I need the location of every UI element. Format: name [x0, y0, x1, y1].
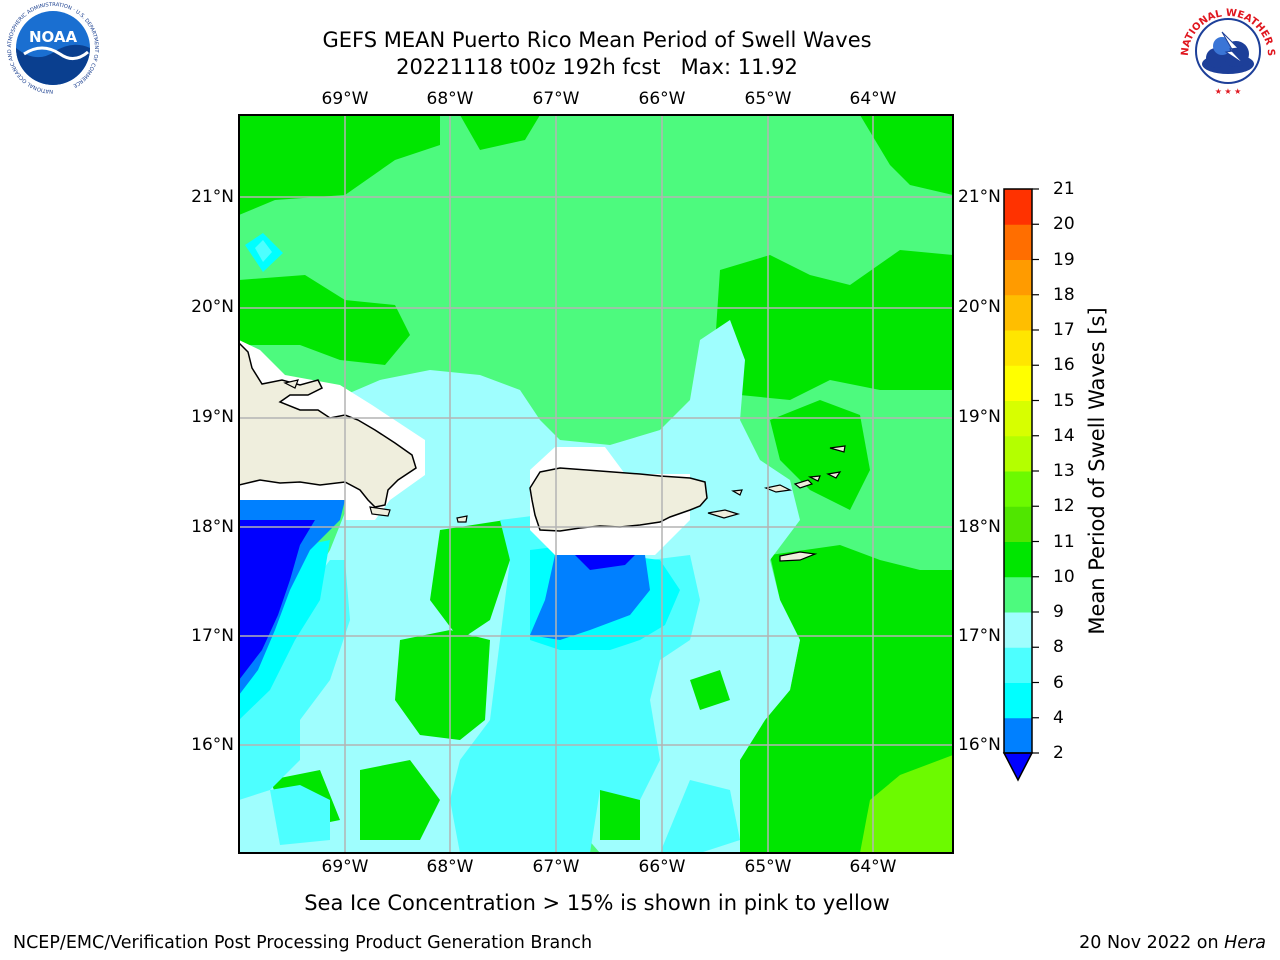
nws-logo: NATIONAL WEATHER SERVICE ★ ★ ★	[1174, 0, 1278, 102]
green-patch-nw	[239, 115, 440, 215]
swell-period-field	[239, 115, 953, 853]
colorbar-tick-label-19: 19	[1053, 249, 1075, 270]
lat-label-right-18n: 18°N	[958, 517, 1001, 537]
green-patch-ne-corner	[860, 115, 953, 195]
footer-host: Hera	[1224, 933, 1266, 953]
lon-label-top-68w: 68°W	[426, 89, 474, 109]
sea-ice-note: Sea Ice Concentration > 15% is shown in …	[304, 891, 890, 915]
map-title: GEFS MEAN Puerto Rico Mean Period of Swe…	[322, 28, 872, 52]
deep-blue-zone-w	[239, 520, 315, 680]
lon-label-bottom-69w: 69°W	[321, 857, 369, 877]
lat-label-right-19n: 19°N	[958, 407, 1001, 427]
lat-label-left-21n: 21°N	[191, 187, 234, 207]
aqua-zone-w	[239, 560, 350, 800]
lat-label-right-21n: 21°N	[958, 187, 1001, 207]
colorbar-band-12	[1004, 471, 1032, 507]
colorbar-band-6	[1004, 647, 1032, 683]
colorbar-band-4	[1004, 682, 1032, 719]
map-frame	[238, 114, 954, 854]
colorbar-band-17	[1004, 294, 1032, 331]
colorbar-tick-label-12: 12	[1053, 496, 1075, 517]
colorbar-tick-label-11: 11	[1053, 531, 1075, 552]
colorbar-tick-label-9: 9	[1053, 602, 1064, 622]
colorbar-band-10	[1004, 541, 1032, 578]
lon-label-top-67w: 67°W	[532, 89, 580, 109]
colorbar-band-11	[1004, 506, 1032, 542]
colorbar-tick-label-10: 10	[1053, 566, 1075, 587]
colorbar-band-14	[1004, 400, 1032, 437]
lat-label-left-20n: 20°N	[191, 297, 234, 317]
lat-label-right-17n: 17°N	[958, 626, 1001, 646]
lon-label-top-66w: 66°W	[638, 89, 686, 109]
green-patch-w	[239, 275, 410, 365]
yellow-green-zone	[860, 755, 953, 853]
lon-label-top-69w: 69°W	[321, 89, 369, 109]
lon-label-bottom-68w: 68°W	[426, 857, 474, 877]
lat-label-left-16n: 16°N	[191, 735, 234, 755]
lon-label-bottom-65w: 65°W	[744, 857, 792, 877]
lat-label-right-20n: 20°N	[958, 297, 1001, 317]
colorbar-tick-label-6: 6	[1053, 672, 1064, 693]
footer-date: 20 Nov 2022 on Hera	[1079, 933, 1266, 953]
colorbar	[1002, 188, 1039, 782]
colorbar-tick-label-14: 14	[1053, 425, 1075, 446]
green-patch-n	[460, 115, 540, 150]
colorbar-band-8	[1004, 612, 1032, 648]
lon-label-top-64w: 64°W	[849, 89, 897, 109]
colorbar-tick-label-18: 18	[1053, 284, 1075, 305]
green-patch-e	[770, 400, 870, 510]
colorbar-band-16	[1004, 330, 1032, 366]
colorbar-tick-label-21: 21	[1053, 179, 1075, 199]
colorbar-tick-label-20: 20	[1053, 214, 1075, 235]
lon-label-top-65w: 65°W	[744, 89, 792, 109]
svg-text:★ ★ ★: ★ ★ ★	[1215, 87, 1242, 96]
lon-label-bottom-64w: 64°W	[849, 857, 897, 877]
colorbar-band-2	[1004, 717, 1032, 754]
lat-label-left-17n: 17°N	[191, 626, 234, 646]
lon-label-bottom-67w: 67°W	[532, 857, 580, 877]
green-patch-ne	[715, 250, 953, 400]
noaa-logo: NOAA NATIONAL OCEANIC AND ATMOSPHERIC AD…	[2, 1, 104, 102]
blue-zone-s	[530, 555, 650, 640]
footer-date-text: 20 Nov 2022 on	[1079, 933, 1225, 953]
map-subtitle: 20221118 t00z 192h fcst Max: 11.92	[396, 55, 798, 79]
colorbar-band-19	[1004, 224, 1032, 260]
graticule	[239, 115, 953, 853]
deep-blue-zone-s	[575, 555, 635, 570]
colorbar-tick-label-4: 4	[1053, 707, 1064, 728]
colorbar-band-15	[1004, 365, 1032, 401]
lat-label-left-18n: 18°N	[191, 517, 234, 537]
lat-label-right-16n: 16°N	[958, 735, 1001, 755]
svg-text:NOAA: NOAA	[29, 28, 78, 46]
colorbar-tick-label-17: 17	[1053, 320, 1075, 340]
colorbar-tick-label-13: 13	[1053, 461, 1075, 481]
lat-label-left-19n: 19°N	[191, 407, 234, 427]
colorbar-band-20	[1004, 189, 1032, 225]
colorbar-band-13	[1004, 435, 1032, 472]
colorbar-band-9	[1004, 576, 1032, 613]
colorbar-title: Mean Period of Swell Waves [s]	[1085, 307, 1109, 635]
footer-credit: NCEP/EMC/Verification Post Processing Pr…	[13, 933, 593, 953]
lon-label-bottom-66w: 66°W	[638, 857, 686, 877]
colorbar-band-18	[1004, 259, 1032, 296]
colorbar-tick-label-16: 16	[1053, 355, 1075, 376]
colorbar-tick-label-8: 8	[1053, 637, 1064, 658]
colorbar-extend-arrow	[1002, 752, 1034, 782]
colorbar-tick-label-2: 2	[1053, 743, 1064, 763]
cyan-band-w	[239, 540, 330, 720]
hispaniola-land	[239, 341, 417, 508]
colorbar-tick-label-15: 15	[1053, 390, 1075, 411]
